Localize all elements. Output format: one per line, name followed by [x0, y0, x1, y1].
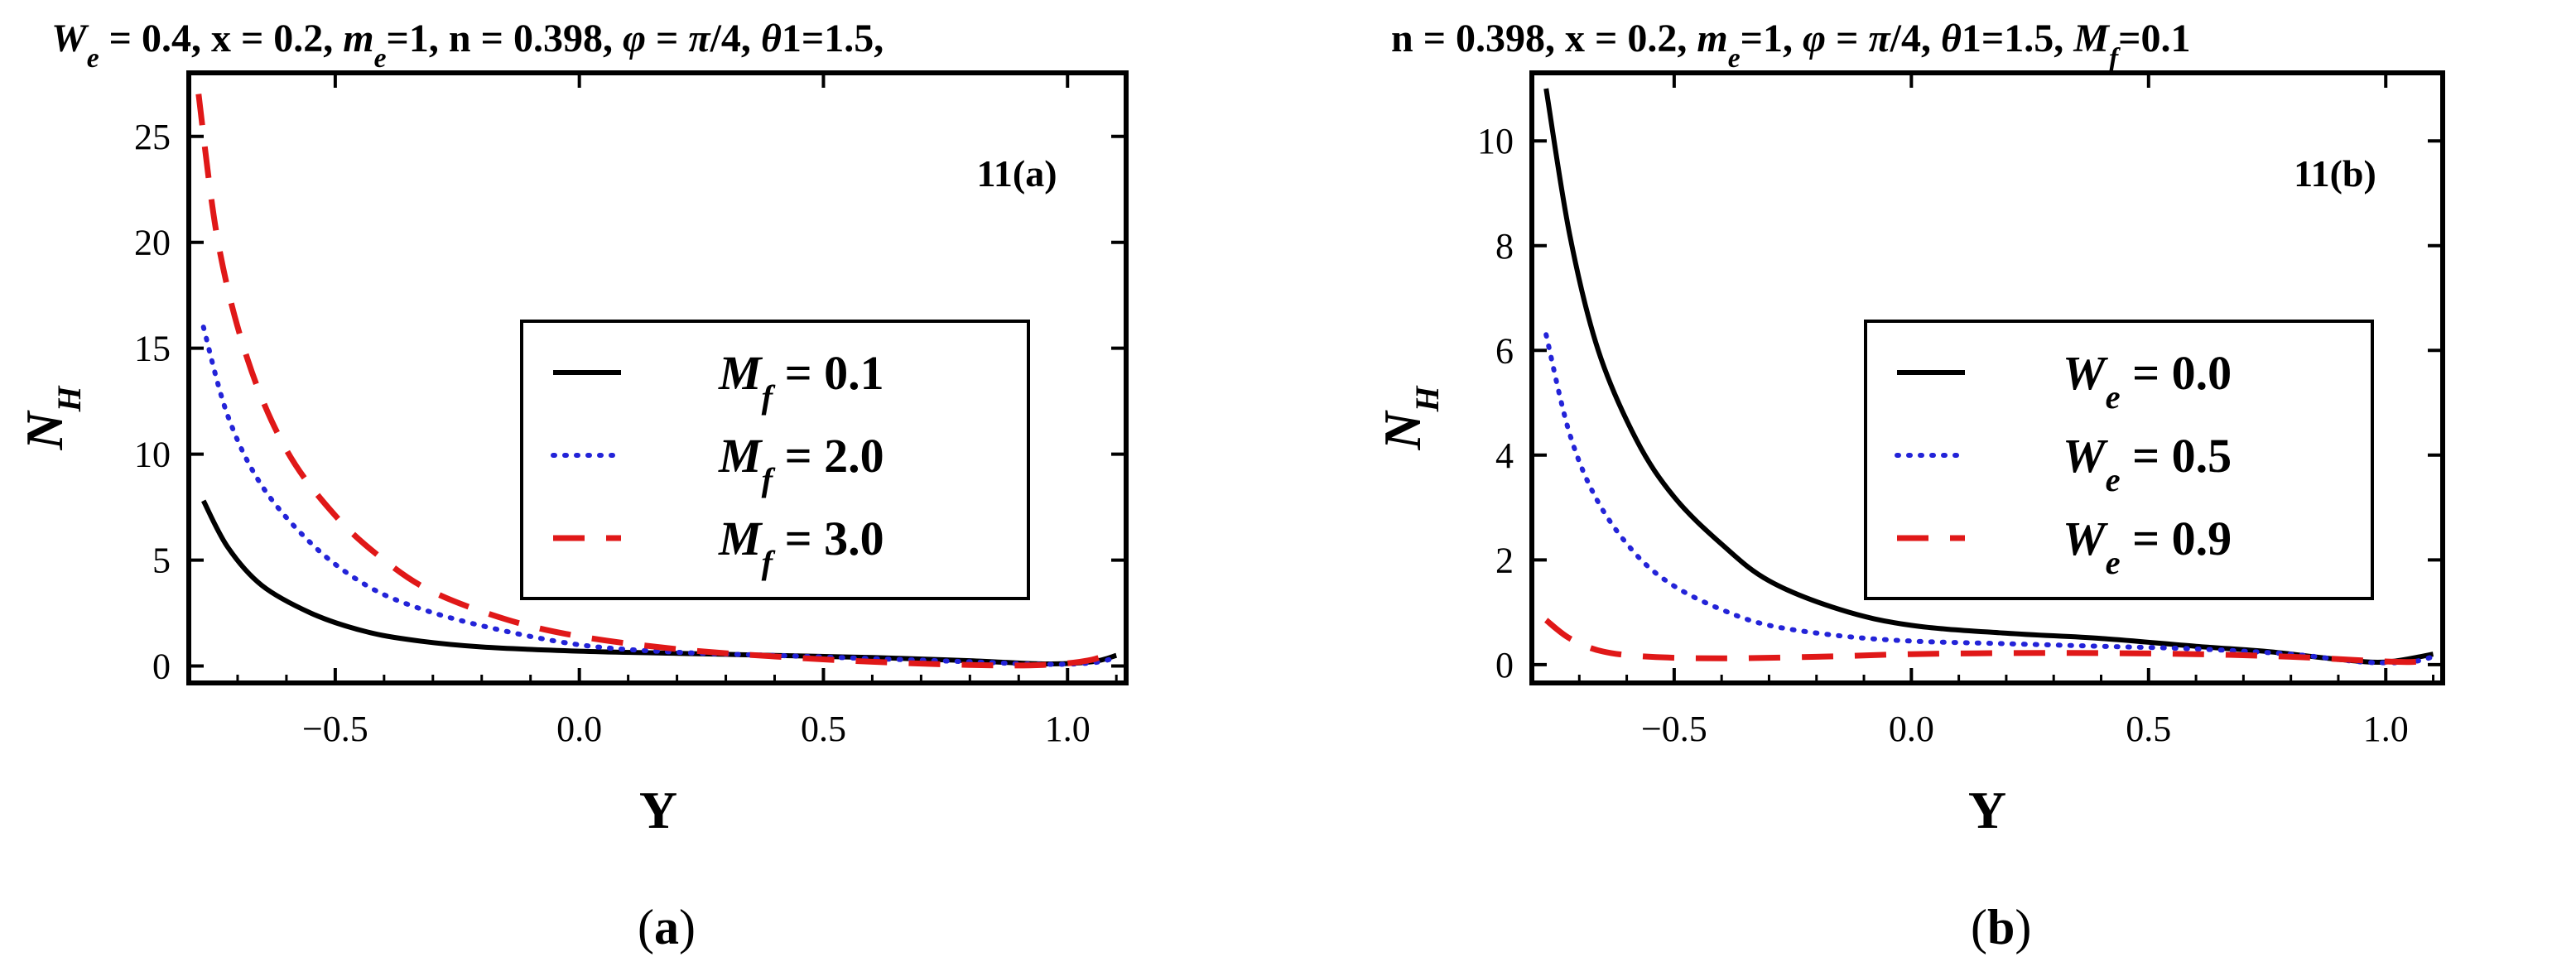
- legend-box: [520, 320, 1030, 600]
- legend-label-2: Mf = 3.0: [718, 512, 884, 581]
- y-tick-label: 4: [1495, 435, 1514, 476]
- panel-caption: (b): [1971, 900, 2031, 954]
- y-tick-label: 25: [134, 117, 171, 157]
- series-line-2: [195, 94, 1118, 669]
- y-tick-label: 15: [134, 329, 171, 369]
- x-tick-label: 0.0: [556, 709, 602, 749]
- panel-caption: (a): [638, 900, 696, 954]
- x-tick-label: 0.5: [801, 709, 846, 749]
- x-axis-label: Y: [639, 781, 677, 839]
- y-tick-label: 20: [134, 223, 171, 263]
- x-tick-label: 0.5: [2126, 709, 2171, 749]
- y-tick-label: 6: [1495, 330, 1514, 371]
- y-tick-label: 0: [152, 647, 171, 687]
- x-tick-label: −0.5: [1641, 709, 1707, 749]
- y-tick-label: 8: [1495, 226, 1514, 267]
- panel-b: n = 0.398, x = 0.2, me=1, φ = π/4, θ1=1.…: [1373, 17, 2445, 954]
- x-tick-label: 1.0: [1045, 709, 1091, 749]
- y-axis-label: NH: [15, 385, 88, 450]
- legend-label-1: We = 0.5: [2063, 429, 2232, 498]
- plot-frame: [186, 70, 1129, 685]
- legend-label-0: Mf = 0.1: [718, 346, 884, 416]
- y-tick-label: 10: [134, 435, 171, 475]
- x-tick-label: 1.0: [2363, 709, 2409, 749]
- x-tick-label: −0.5: [302, 709, 368, 749]
- panel-a: We = 0.4, x = 0.2, me=1, n = 0.398, φ = …: [15, 17, 1129, 954]
- legend: We = 0.0 We = 0.5 We = 0.9: [1864, 320, 2374, 600]
- x-tick-label: 0.0: [1889, 709, 1934, 749]
- legend: Mf = 0.1 Mf = 2.0 Mf = 3.0: [520, 320, 1030, 600]
- y-tick-label: 5: [152, 541, 171, 581]
- y-axis-label: NH: [1373, 385, 1446, 450]
- plot-frame: [1529, 70, 2445, 685]
- legend-box: [1864, 320, 2374, 600]
- legend-label-2: We = 0.9: [2063, 512, 2232, 581]
- panel-tag: 11(b): [2294, 152, 2376, 195]
- chart-title: We = 0.4, x = 0.2, me=1, n = 0.398, φ = …: [51, 17, 884, 74]
- y-tick-label: 10: [1477, 121, 1514, 161]
- chart-title: n = 0.398, x = 0.2, me=1, φ = π/4, θ1=1.…: [1391, 17, 2191, 74]
- legend-label-1: Mf = 2.0: [718, 429, 884, 498]
- panel-tag: 11(a): [976, 152, 1057, 195]
- y-tick-label: 2: [1495, 540, 1514, 580]
- y-tick-label: 0: [1495, 645, 1514, 685]
- series-line-2: [1543, 618, 2434, 666]
- legend-label-0: We = 0.0: [2063, 346, 2232, 416]
- series-line-1: [200, 325, 1119, 667]
- x-axis-label: Y: [1968, 781, 2006, 839]
- series-group: [1543, 88, 2436, 666]
- series-group: [195, 94, 1119, 669]
